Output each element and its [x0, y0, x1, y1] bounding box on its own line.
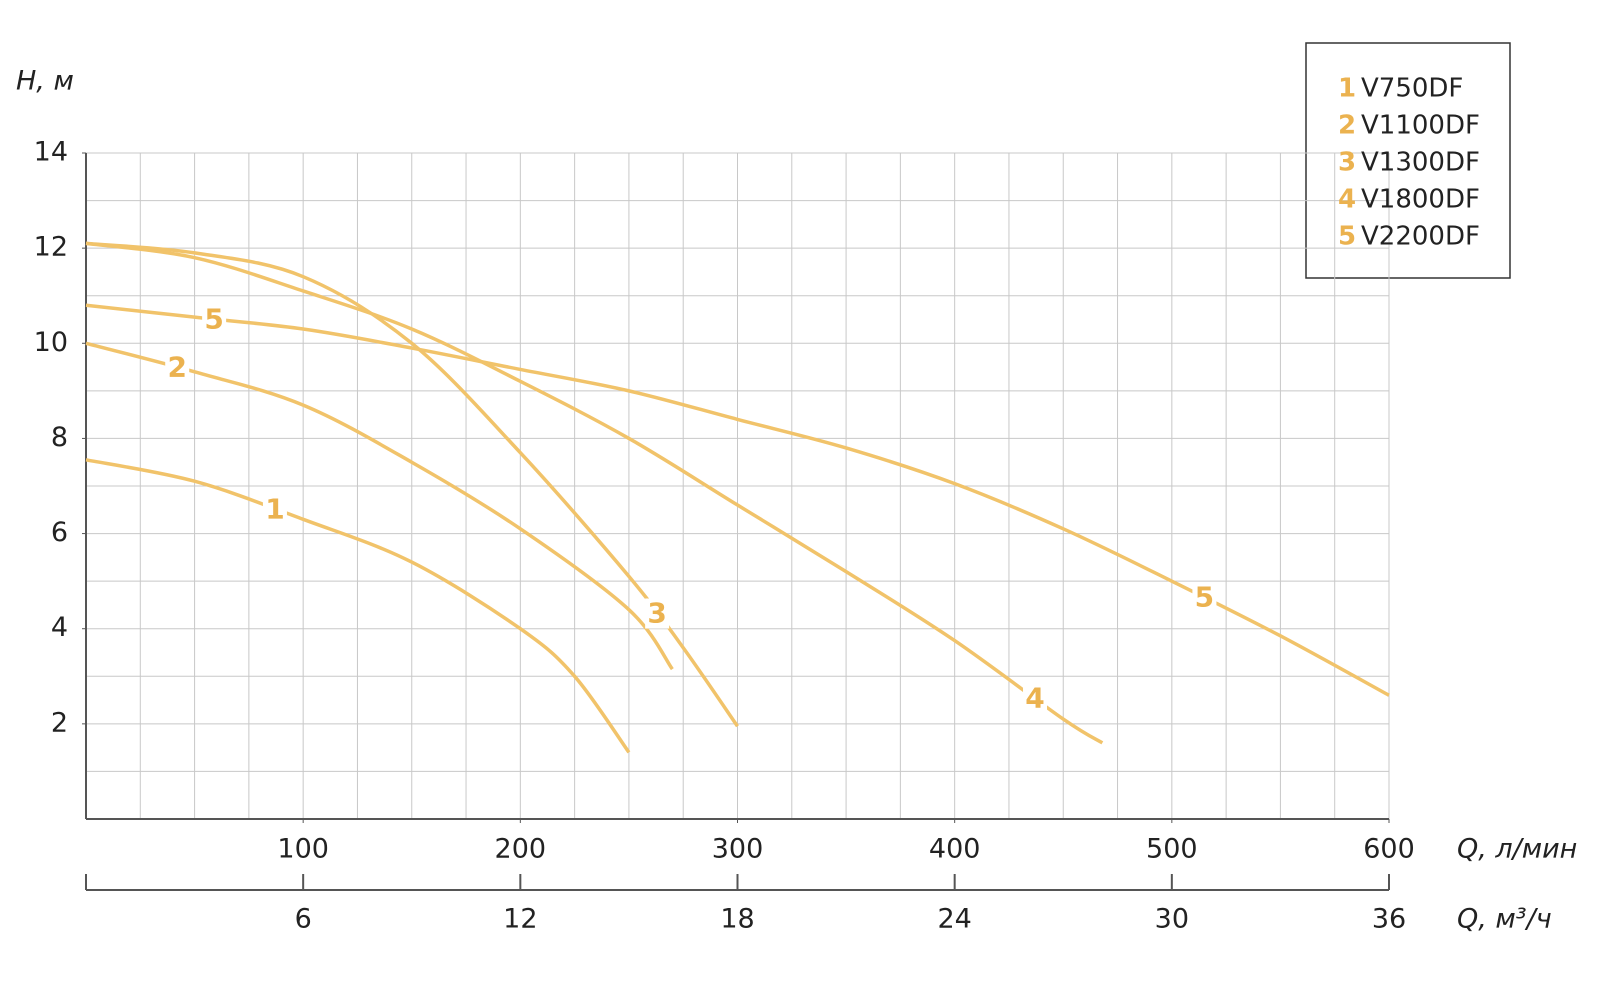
curve-label-bg: [165, 352, 190, 383]
y-tick-label: 4: [51, 612, 68, 643]
pump-curve: [85, 241, 1104, 745]
x2-tick-label: 18: [720, 904, 754, 935]
y-tick-label: 6: [51, 517, 68, 548]
curve-label-bg: [1192, 582, 1217, 613]
legend-number: 2: [1338, 111, 1356, 141]
x2-tick-label: 24: [937, 904, 971, 935]
x-tick-label: 100: [277, 834, 329, 865]
legend-label: V2200DF: [1361, 222, 1480, 252]
x-axis-title: Q, л/мин: [1457, 834, 1577, 865]
pump-curve: [85, 303, 1390, 697]
y-tick-label: 10: [34, 327, 68, 358]
pump-curve: [85, 458, 631, 754]
x2-tick-label: 6: [295, 904, 312, 935]
legend-number: 4: [1338, 185, 1356, 215]
pump-curve: [85, 341, 674, 671]
x-tick-label: 400: [929, 834, 981, 865]
curve-label: 2: [167, 350, 186, 383]
x2-tick-label: 36: [1372, 904, 1406, 935]
curve-label: 4: [1025, 682, 1044, 715]
x-tick-label: 600: [1363, 834, 1415, 865]
legend-box: [1305, 42, 1511, 279]
y-tick-label: 14: [34, 137, 68, 168]
x2-axis-title: Q, м³/ч: [1457, 904, 1552, 935]
legend-label: V1100DF: [1361, 111, 1480, 141]
y-tick-label: 2: [51, 707, 68, 738]
y-axis-title: H, м: [16, 66, 74, 97]
x2-tick-label: 12: [503, 904, 537, 935]
legend-label: V750DF: [1361, 74, 1463, 104]
legend-number: 1: [1338, 74, 1356, 104]
pump-curve: [85, 241, 739, 728]
curve-label: 5: [204, 302, 223, 335]
curve-label: 5: [1195, 581, 1214, 614]
legend-number: 3: [1338, 148, 1356, 178]
curve-label-bg: [1023, 683, 1048, 714]
curve-label-bg: [262, 494, 287, 525]
x-tick-label: 200: [495, 834, 547, 865]
x-tick-label: 500: [1146, 834, 1198, 865]
curve-label: 1: [265, 492, 284, 525]
y-tick-label: 12: [34, 232, 68, 263]
legend-label: V1300DF: [1361, 148, 1480, 178]
legend-label: V1800DF: [1361, 185, 1480, 215]
curve-label-bg: [645, 598, 670, 629]
y-tick-label: 8: [51, 422, 68, 453]
curve-label-bg: [202, 304, 227, 335]
x2-tick-label: 30: [1155, 904, 1189, 935]
curve-label: 3: [647, 596, 666, 629]
x-tick-label: 300: [712, 834, 764, 865]
legend-number: 5: [1338, 222, 1356, 252]
